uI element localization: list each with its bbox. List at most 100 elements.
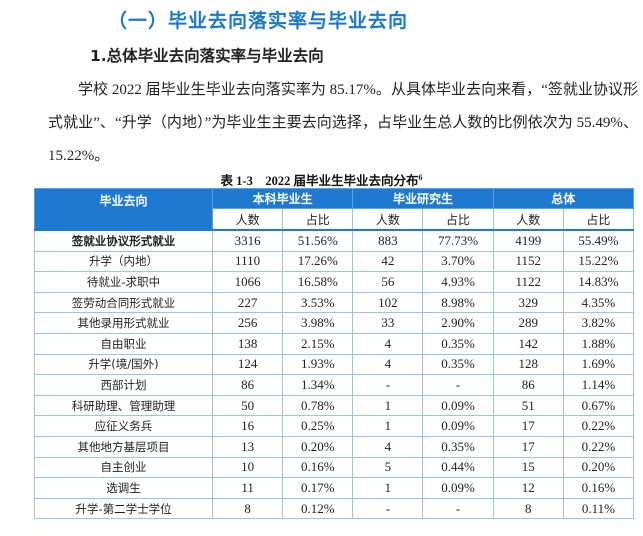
total-ratio-cell: 1.69% [562, 353, 635, 376]
undergrad-count-cell: 8 [211, 497, 284, 520]
destination-cell: 其他录用形式就业 [34, 312, 213, 334]
paragraph-text: 学校 2022 届毕业生毕业去向落实率为 85.17%。从具体毕业去向来看，“签… [48, 82, 638, 164]
graduate-ratio-cell: - [422, 497, 494, 520]
graduate-ratio-cell: 0.35% [422, 435, 494, 458]
graduate-ratio-cell: 3.70% [422, 250, 494, 273]
table-row: 待就业-求职中 1066 16.58% 56 4.93% 1122 14.83% [34, 271, 635, 293]
undergrad-count-cell: 13 [211, 435, 284, 458]
destination-cell: 升学(境/国外) [34, 353, 213, 376]
header-count: 人数 [492, 208, 564, 231]
undergrad-count-cell: 227 [211, 291, 284, 314]
graduate-ratio-cell: - [422, 374, 494, 396]
graduate-count-cell: 5 [352, 456, 424, 479]
table-row: 升学(境/国外) 124 1.93% 4 0.35% 128 1.69% [34, 353, 635, 376]
destination-cell: 应征义务兵 [34, 415, 213, 437]
table-row: 签就业协议形式就业 3316 51.56% 883 77.73% 4199 55.49% [34, 228, 635, 252]
destination-cell: 科研助理、管理助理 [34, 394, 213, 417]
table-row: 应征义务兵 16 0.25% 1 0.09% 17 0.22% [34, 415, 635, 437]
total-ratio-cell: 0.11% [562, 497, 635, 520]
table-row: 选调生 11 0.17% 1 0.09% 12 0.16% [34, 477, 635, 499]
graduate-ratio-cell: 0.09% [422, 477, 494, 499]
destination-cell: 升学（内地） [34, 250, 213, 273]
undergrad-ratio-cell: 0.17% [282, 477, 354, 499]
undergrad-count-cell: 11 [211, 477, 284, 499]
table-row: 签劳动合同形式就业 227 3.53% 102 8.98% 329 4.35% [34, 291, 635, 314]
footnote-marker: 6 [418, 172, 423, 182]
total-ratio-cell: 0.67% [562, 394, 635, 417]
destination-cell: 签劳动合同形式就业 [34, 291, 213, 314]
table-row: 其他地方基层项目 13 0.20% 4 0.35% 17 0.22% [34, 435, 635, 458]
graduate-destination-table: 毕业去向 本科毕业生 毕业研究生 总体 人数 占比 人数 占比 人数 占比 签就… [34, 188, 635, 520]
graduate-count-cell: 1 [352, 394, 424, 417]
undergrad-count-cell: 138 [211, 332, 284, 355]
graduate-ratio-cell: 4.93% [422, 271, 494, 293]
undergrad-ratio-cell: 17.26% [282, 250, 354, 273]
table-caption: 表 1-3 2022 届毕业生毕业去向分布6 [0, 170, 643, 189]
total-ratio-cell: 0.22% [562, 435, 635, 458]
undergrad-ratio-cell: 3.98% [282, 312, 354, 334]
undergrad-count-cell: 1110 [211, 250, 284, 273]
caption-text: 表 1-3 2022 届毕业生毕业去向分布 [220, 174, 419, 188]
total-count-cell: 142 [492, 332, 564, 355]
destination-cell: 自主创业 [34, 456, 213, 479]
undergrad-count-cell: 86 [211, 374, 284, 396]
destination-cell: 西部计划 [34, 374, 213, 396]
total-count-cell: 17 [492, 435, 564, 458]
total-count-cell: 51 [492, 394, 564, 417]
graduate-count-cell: 102 [352, 291, 424, 314]
graduate-count-cell: 4 [352, 332, 424, 355]
graduate-ratio-cell: 0.09% [422, 394, 494, 417]
graduate-ratio-cell: 0.35% [422, 332, 494, 355]
total-count-cell: 12 [492, 477, 564, 499]
undergrad-ratio-cell: 0.20% [282, 435, 354, 458]
total-ratio-cell: 0.20% [562, 456, 635, 479]
graduate-count-cell: - [352, 497, 424, 520]
undergrad-count-cell: 1066 [211, 271, 284, 293]
table-row: 自主创业 10 0.16% 5 0.44% 15 0.20% [34, 456, 635, 479]
header-ratio: 占比 [282, 208, 354, 231]
undergrad-ratio-cell: 1.93% [282, 353, 354, 376]
total-ratio-cell: 0.22% [562, 415, 635, 437]
graduate-count-cell: 33 [352, 312, 424, 334]
total-count-cell: 86 [492, 374, 564, 396]
graduate-count-cell: - [352, 374, 424, 396]
total-ratio-cell: 15.22% [562, 250, 635, 273]
total-ratio-cell: 0.16% [562, 477, 635, 499]
total-count-cell: 1152 [492, 250, 564, 273]
header-count: 人数 [211, 208, 284, 231]
graduate-ratio-cell: 0.35% [422, 353, 494, 376]
table-row: 自由职业 138 2.15% 4 0.35% 142 1.88% [34, 332, 635, 355]
undergrad-ratio-cell: 1.34% [282, 374, 354, 396]
destination-cell: 待就业-求职中 [34, 271, 213, 293]
graduate-count-cell: 4 [352, 435, 424, 458]
total-count-cell: 329 [492, 291, 564, 314]
graduate-count-cell: 1 [352, 477, 424, 499]
table-row: 科研助理、管理助理 50 0.78% 1 0.09% 51 0.67% [34, 394, 635, 417]
destination-cell: 其他地方基层项目 [34, 435, 213, 458]
graduate-ratio-cell: 2.90% [422, 312, 494, 334]
total-count-cell: 4199 [492, 228, 564, 252]
table-row: 其他录用形式就业 256 3.98% 33 2.90% 289 3.82% [34, 312, 635, 334]
total-count-cell: 8 [492, 497, 564, 520]
table-row: 西部计划 86 1.34% - -86 1.14% [34, 374, 635, 396]
section-title: （一）毕业去向落实率与毕业去向 [108, 10, 409, 32]
total-count-cell: 15 [492, 456, 564, 479]
summary-paragraph: 学校 2022 届毕业生毕业去向落实率为 85.17%。从具体毕业去向来看，“签… [48, 74, 638, 173]
undergrad-ratio-cell: 3.53% [282, 291, 354, 314]
header-undergrad: 本科毕业生 [211, 188, 354, 209]
destination-cell: 升学-第二学士学位 [34, 497, 213, 520]
undergrad-ratio-cell: 51.56% [282, 228, 354, 252]
undergrad-count-cell: 124 [211, 353, 284, 376]
total-ratio-cell: 3.82% [562, 312, 635, 334]
undergrad-count-cell: 256 [211, 312, 284, 334]
subsection-title: 1.总体毕业去向落实率与毕业去向 [90, 47, 324, 65]
undergrad-ratio-cell: 0.25% [282, 415, 354, 437]
total-count-cell: 17 [492, 415, 564, 437]
total-ratio-cell: 55.49% [562, 228, 635, 252]
header-ratio: 占比 [422, 208, 494, 231]
header-direction: 毕业去向 [34, 188, 213, 231]
graduate-ratio-cell: 8.98% [422, 291, 494, 314]
graduate-ratio-cell: 0.09% [422, 415, 494, 437]
graduate-count-cell: 4 [352, 353, 424, 376]
total-count-cell: 1122 [492, 271, 564, 293]
